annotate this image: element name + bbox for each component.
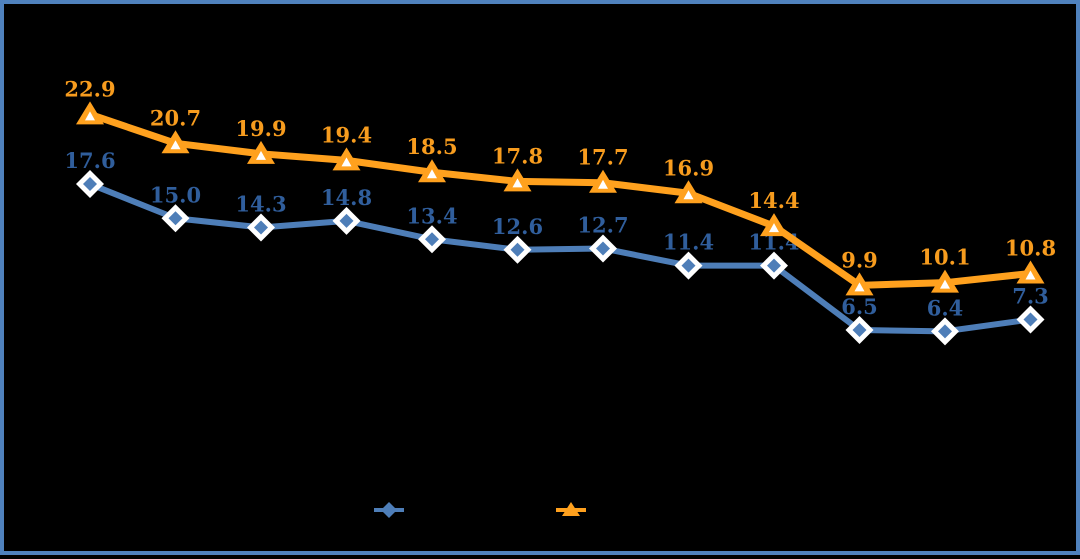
blue-diamond-value-label: 12.6: [492, 214, 543, 239]
blue-diamond-value-label: 15.0: [150, 182, 201, 207]
blue-diamond-value-label: 11.4: [663, 230, 714, 255]
orange-triangle-value-label: 16.9: [663, 155, 714, 180]
orange-triangle-value-label: 18.5: [406, 134, 457, 159]
blue-diamond-value-label: 14.8: [321, 185, 372, 210]
orange-triangle-value-label: 17.7: [577, 145, 628, 170]
orange-triangle-value-label: 22.9: [64, 76, 115, 101]
blue-diamond-value-label: 13.4: [406, 203, 457, 228]
blue-diamond-value-label: 14.3: [235, 191, 286, 216]
blue-diamond-value-label: 12.7: [577, 212, 628, 237]
series-orange-triangle: 22.9 20.7 19.9 19.4 18.5 17.8 17.7 16.9 14.4 9.9 1…: [64, 76, 1056, 295]
legend-entry-orange-triangle: [556, 502, 586, 516]
orange-triangle-value-label: 10.8: [1005, 235, 1056, 260]
orange-triangle-line: [90, 114, 1031, 285]
orange-triangle-value-label: 10.1: [919, 245, 970, 270]
orange-triangle-value-label: 17.8: [492, 143, 543, 168]
blue-diamond-value-label: 17.6: [64, 148, 115, 173]
orange-triangle-value-label: 19.9: [235, 116, 286, 141]
blue-diamond-value-label: 6.4: [927, 295, 964, 320]
orange-triangle-value-label: 19.4: [321, 122, 372, 147]
orange-triangle-value-label: 20.7: [150, 105, 201, 130]
orange-triangle-value-label: 9.9: [841, 247, 878, 272]
blue-diamond-value-label: 7.3: [1012, 284, 1049, 309]
legend-diamond-marker: [381, 502, 397, 518]
blue-diamond-line: [90, 184, 1031, 331]
legend-entry-blue-diamond: [374, 502, 404, 518]
orange-triangle-value-label: 14.4: [748, 188, 799, 213]
blue-diamond-value-label: 6.5: [841, 294, 878, 319]
